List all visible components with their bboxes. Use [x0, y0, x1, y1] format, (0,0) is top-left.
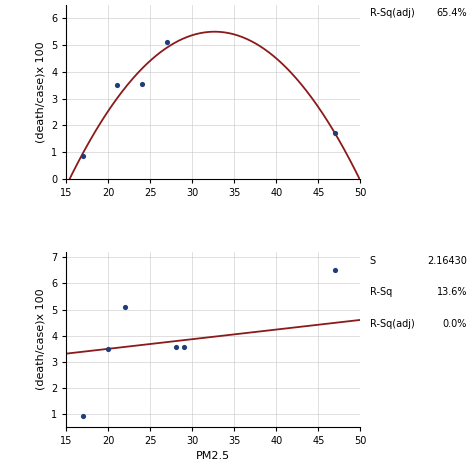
Point	[121, 303, 129, 311]
Point	[331, 130, 339, 137]
Text: S: S	[370, 256, 376, 266]
Point	[105, 345, 112, 352]
Text: R-Sq(adj): R-Sq(adj)	[370, 319, 414, 328]
Point	[180, 344, 188, 351]
Point	[164, 38, 171, 46]
Text: 65.4%: 65.4%	[437, 8, 467, 18]
Point	[138, 80, 146, 88]
Point	[79, 153, 87, 160]
Text: R-Sq(adj): R-Sq(adj)	[370, 8, 414, 18]
Text: R-Sq: R-Sq	[370, 287, 392, 297]
Text: 0.0%: 0.0%	[443, 319, 467, 328]
Point	[113, 82, 120, 89]
Text: 2.16430: 2.16430	[427, 256, 467, 266]
Point	[79, 412, 87, 420]
Point	[331, 267, 339, 274]
Y-axis label: (death/case)x 100: (death/case)x 100	[36, 41, 46, 143]
Y-axis label: (death/case)x 100: (death/case)x 100	[36, 289, 46, 390]
Point	[172, 344, 179, 351]
Text: 13.6%: 13.6%	[437, 287, 467, 297]
X-axis label: PM2.5: PM2.5	[196, 451, 230, 461]
